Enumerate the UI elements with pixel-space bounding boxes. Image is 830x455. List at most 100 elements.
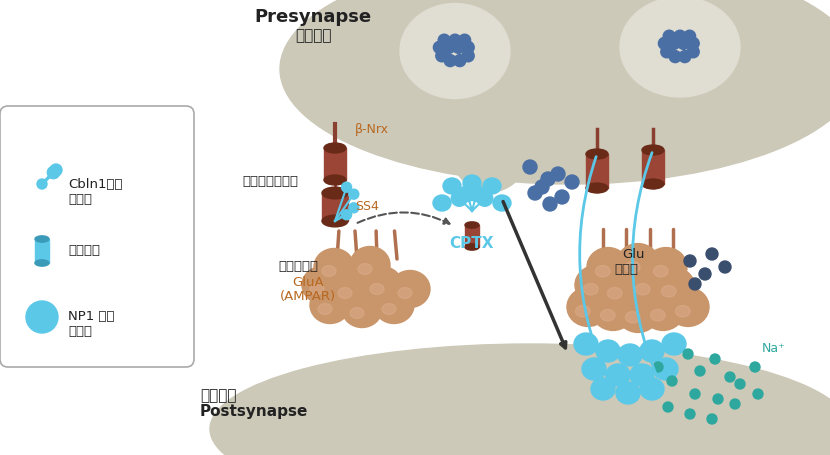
Circle shape xyxy=(690,389,700,399)
Text: Presynapse: Presynapse xyxy=(255,8,372,26)
Ellipse shape xyxy=(338,288,352,299)
Ellipse shape xyxy=(324,176,346,186)
Ellipse shape xyxy=(642,292,684,331)
Circle shape xyxy=(349,203,359,213)
Ellipse shape xyxy=(318,304,332,315)
Circle shape xyxy=(653,362,663,372)
Circle shape xyxy=(679,51,691,63)
Ellipse shape xyxy=(324,144,346,154)
Circle shape xyxy=(667,376,677,386)
Circle shape xyxy=(476,191,493,207)
Circle shape xyxy=(674,31,686,43)
Ellipse shape xyxy=(640,340,664,362)
Circle shape xyxy=(555,191,569,205)
Text: 突触前膜: 突触前膜 xyxy=(295,28,331,43)
Text: 连接部分: 连接部分 xyxy=(68,243,100,257)
Ellipse shape xyxy=(35,260,49,267)
Circle shape xyxy=(689,278,701,290)
Ellipse shape xyxy=(35,236,49,243)
Ellipse shape xyxy=(595,266,610,278)
Ellipse shape xyxy=(617,294,659,333)
Circle shape xyxy=(663,31,675,43)
Bar xyxy=(324,149,346,181)
Ellipse shape xyxy=(314,249,354,286)
Ellipse shape xyxy=(382,304,396,315)
Circle shape xyxy=(459,35,471,47)
Ellipse shape xyxy=(302,267,342,304)
Text: Postsynapse: Postsynapse xyxy=(200,403,309,418)
Ellipse shape xyxy=(280,0,830,185)
Circle shape xyxy=(753,389,763,399)
Ellipse shape xyxy=(600,310,615,321)
Circle shape xyxy=(713,394,723,404)
Circle shape xyxy=(528,187,542,201)
Ellipse shape xyxy=(310,284,324,295)
Ellipse shape xyxy=(575,306,590,317)
Ellipse shape xyxy=(599,270,641,309)
Bar xyxy=(322,193,348,222)
Ellipse shape xyxy=(374,287,414,324)
Circle shape xyxy=(735,379,745,389)
Circle shape xyxy=(730,399,740,409)
Circle shape xyxy=(523,161,537,175)
Circle shape xyxy=(342,183,352,193)
Circle shape xyxy=(462,42,474,54)
Ellipse shape xyxy=(640,378,664,400)
Ellipse shape xyxy=(630,364,654,386)
Circle shape xyxy=(47,167,60,179)
Circle shape xyxy=(661,47,673,59)
Ellipse shape xyxy=(591,378,615,400)
Ellipse shape xyxy=(587,248,629,287)
Bar xyxy=(586,155,608,188)
Circle shape xyxy=(687,47,699,59)
Ellipse shape xyxy=(574,333,598,355)
Ellipse shape xyxy=(642,180,664,190)
Ellipse shape xyxy=(627,266,669,305)
Circle shape xyxy=(668,38,680,51)
Ellipse shape xyxy=(210,344,830,455)
Ellipse shape xyxy=(483,179,501,195)
Text: 谷氨酸: 谷氨酸 xyxy=(614,263,638,275)
Circle shape xyxy=(349,190,359,200)
Ellipse shape xyxy=(645,248,687,287)
Circle shape xyxy=(695,366,705,376)
Circle shape xyxy=(565,176,579,190)
Ellipse shape xyxy=(322,216,348,228)
Ellipse shape xyxy=(400,5,510,99)
Ellipse shape xyxy=(653,268,695,307)
Text: SS4: SS4 xyxy=(355,200,378,212)
Ellipse shape xyxy=(465,244,479,251)
Ellipse shape xyxy=(398,288,412,299)
Text: CPTX: CPTX xyxy=(450,236,494,250)
Ellipse shape xyxy=(625,312,640,323)
Ellipse shape xyxy=(651,310,665,321)
Ellipse shape xyxy=(586,150,608,160)
Ellipse shape xyxy=(370,284,384,295)
Ellipse shape xyxy=(330,271,370,308)
Circle shape xyxy=(710,354,720,364)
Ellipse shape xyxy=(463,176,481,192)
Ellipse shape xyxy=(310,287,350,324)
Circle shape xyxy=(444,56,456,67)
Ellipse shape xyxy=(322,188,348,199)
Text: Glu: Glu xyxy=(622,248,645,260)
Bar xyxy=(465,226,479,248)
Text: Cbln1功能
结构域: Cbln1功能 结构域 xyxy=(68,177,123,206)
Text: GluA: GluA xyxy=(292,275,324,288)
Circle shape xyxy=(50,165,62,177)
Ellipse shape xyxy=(342,291,382,328)
Ellipse shape xyxy=(662,333,686,355)
Circle shape xyxy=(663,402,673,412)
Circle shape xyxy=(658,38,671,51)
Text: NP1 功能
结构域: NP1 功能 结构域 xyxy=(68,309,115,337)
Circle shape xyxy=(684,255,696,268)
Circle shape xyxy=(541,172,555,187)
Ellipse shape xyxy=(443,179,461,195)
Circle shape xyxy=(683,349,693,359)
Circle shape xyxy=(699,268,711,280)
Circle shape xyxy=(725,372,735,382)
Circle shape xyxy=(459,186,476,202)
Bar xyxy=(35,239,49,263)
Ellipse shape xyxy=(450,103,530,192)
Text: (AMPAR): (AMPAR) xyxy=(280,289,336,302)
